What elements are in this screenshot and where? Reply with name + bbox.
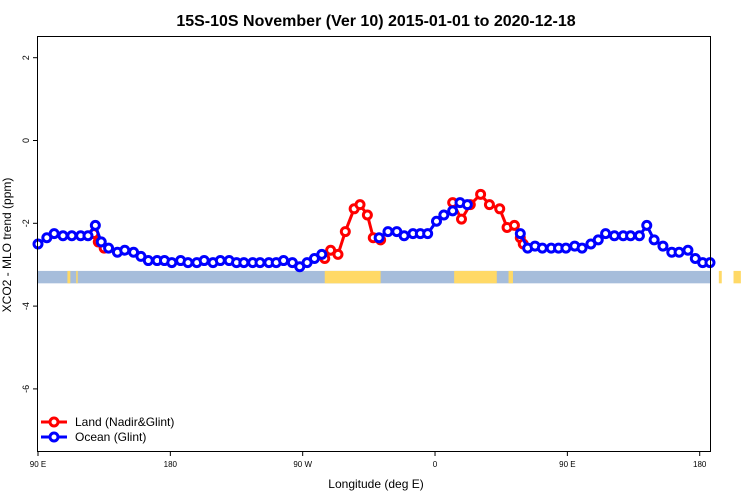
x-tick-label: 180 — [693, 460, 707, 469]
data-point — [608, 230, 620, 242]
data-point — [214, 255, 226, 267]
data-point — [475, 188, 487, 200]
land-segment — [733, 270, 741, 284]
data-point — [316, 248, 328, 260]
data-point — [600, 228, 612, 240]
data-point — [438, 209, 450, 221]
x-tick-label: 90 E — [559, 460, 575, 469]
data-point — [398, 230, 410, 242]
series-group — [32, 188, 716, 273]
data-point — [455, 213, 467, 225]
data-point — [625, 230, 637, 242]
data-point — [514, 228, 526, 240]
data-point — [95, 236, 107, 248]
data-point — [447, 205, 459, 217]
data-point — [508, 219, 520, 231]
legend-marker-land — [48, 416, 60, 428]
data-point — [494, 203, 506, 215]
data-point — [89, 219, 101, 231]
x-tick-label: 180 — [164, 460, 178, 469]
data-point — [332, 248, 344, 260]
data-point — [382, 226, 394, 238]
data-point — [82, 230, 94, 242]
y-tick-label: -2 — [21, 219, 31, 227]
data-point — [536, 242, 548, 254]
land-segment — [324, 270, 381, 284]
data-point — [166, 257, 178, 269]
data-point — [238, 257, 250, 269]
data-point — [66, 230, 78, 242]
land-segment — [76, 270, 78, 284]
data-point — [142, 255, 154, 267]
data-point — [430, 215, 442, 227]
data-point — [182, 257, 194, 269]
y-tick-label: -6 — [21, 385, 31, 393]
data-point — [254, 257, 266, 269]
x-tick-label: 90 W — [293, 460, 312, 469]
data-point — [461, 199, 473, 211]
data-point — [682, 244, 694, 256]
x-axis: 90 E 180 90 W 0 90 E 180 — [30, 451, 707, 469]
data-point — [119, 244, 131, 256]
data-point — [648, 234, 660, 246]
data-point — [361, 209, 373, 221]
plot-frame — [37, 36, 711, 452]
data-point — [633, 230, 645, 242]
land-segment — [454, 270, 497, 284]
legend: Land (Nadir&Glint) Ocean (Glint) — [41, 415, 174, 444]
legend-marker-ocean — [48, 431, 60, 443]
data-point — [103, 242, 115, 254]
land-segment — [718, 270, 722, 284]
data-point — [57, 230, 69, 242]
data-point — [278, 255, 290, 267]
y-axis-label: XCO2 - MLO trend (ppm) — [0, 178, 14, 313]
data-point — [422, 228, 434, 240]
y-tick-label: 0 — [21, 138, 31, 143]
data-point — [198, 255, 210, 267]
land-segment — [67, 270, 71, 284]
y-tick-label: 2 — [21, 55, 31, 60]
data-point — [592, 234, 604, 246]
data-point — [354, 199, 366, 211]
data-point — [48, 228, 60, 240]
surface-band — [38, 270, 741, 284]
series-ocean — [32, 197, 716, 273]
x-tick-label: 0 — [433, 460, 438, 469]
legend-label-land: Land (Nadir&Glint) — [75, 415, 174, 429]
y-tick-label: -4 — [21, 302, 31, 310]
land-segment — [508, 270, 513, 284]
x-tick-label: 90 E — [30, 460, 46, 469]
data-point — [576, 242, 588, 254]
data-point — [657, 240, 669, 252]
legend-label-ocean: Ocean (Glint) — [75, 430, 146, 444]
y-axis: 2 0 -2 -4 -6 — [21, 55, 38, 393]
x-axis-label: Longitude (deg E) — [328, 477, 423, 491]
data-point — [339, 226, 351, 238]
data-point — [560, 242, 572, 254]
data-point — [641, 219, 653, 231]
data-point — [673, 246, 685, 258]
data-point — [483, 199, 495, 211]
data-point — [373, 232, 385, 244]
chart-title: 15S-10S November (Ver 10) 2015-01-01 to … — [176, 13, 575, 30]
